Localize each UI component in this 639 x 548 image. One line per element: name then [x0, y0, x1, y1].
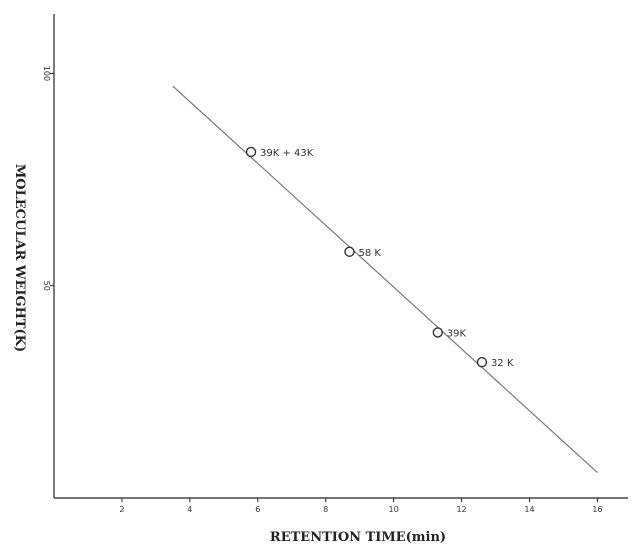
- x-tick-label: 12: [456, 505, 466, 514]
- x-tick-label: 6: [255, 505, 260, 514]
- axes: [53, 14, 628, 499]
- x-tick-label: 10: [389, 505, 399, 514]
- data-point: [476, 356, 488, 368]
- data-point-label: 39K + 43K: [260, 148, 314, 159]
- data-point-label: 39K: [447, 328, 467, 339]
- data-point: [344, 246, 355, 257]
- x-tick-label: 16: [592, 505, 602, 514]
- x-tick-label: 4: [187, 505, 192, 514]
- axis-titles: RETENTION TIME(min) MOLECULAR WEIGHT(K): [12, 164, 446, 545]
- x-tick-label: 8: [323, 505, 328, 514]
- y-axis-title: MOLECULAR WEIGHT(K): [12, 164, 27, 352]
- ticks: 2 4 6 8 10 12 14 16 50 100: [42, 66, 603, 514]
- fit-line: [172, 85, 598, 473]
- x-tick-label: 2: [119, 505, 124, 514]
- fit-line-group: [172, 85, 598, 473]
- x-tick-label: 14: [524, 505, 534, 514]
- data-point: [245, 146, 257, 158]
- data-points: 39K + 43K 58 K 39K 32 K: [245, 146, 514, 369]
- x-axis-title: RETENTION TIME(min): [270, 530, 446, 545]
- data-point-label: 32 K: [491, 358, 514, 369]
- y-tick-label: 100: [42, 66, 51, 81]
- y-tick-label: 50: [42, 281, 51, 291]
- data-point-label: 58 K: [358, 248, 381, 259]
- data-point: [432, 327, 443, 338]
